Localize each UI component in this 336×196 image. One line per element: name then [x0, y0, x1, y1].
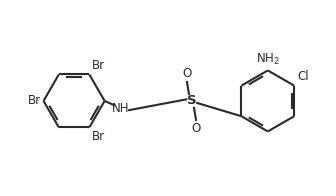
- Text: NH: NH: [112, 102, 130, 115]
- Text: Br: Br: [92, 59, 105, 72]
- Text: O: O: [192, 122, 201, 135]
- Text: Cl: Cl: [298, 70, 309, 83]
- Text: O: O: [182, 67, 192, 80]
- Text: S: S: [187, 94, 196, 107]
- Text: Br: Br: [92, 130, 105, 143]
- Text: Br: Br: [28, 94, 41, 107]
- Text: NH$_2$: NH$_2$: [256, 52, 280, 67]
